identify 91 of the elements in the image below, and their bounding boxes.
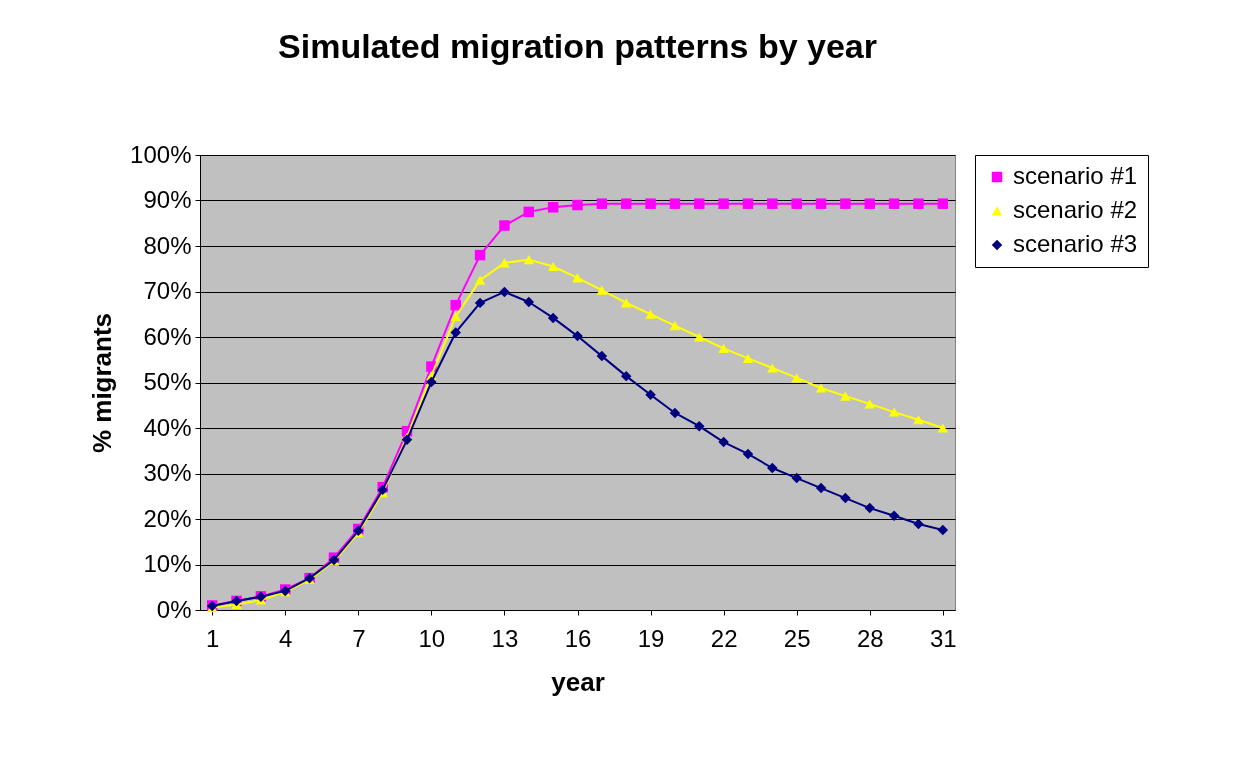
x-tick-label: 13: [491, 624, 519, 652]
point: [596, 198, 608, 209]
x-tick-label: 25: [783, 624, 811, 652]
point: [547, 261, 559, 272]
point: [864, 502, 875, 514]
point: [888, 407, 900, 417]
y-tick-label: 50%: [143, 368, 192, 395]
legend-label: scenario #1: [1013, 162, 1138, 189]
point: [450, 327, 461, 338]
point: [474, 297, 486, 309]
x-tick-label: 1: [206, 624, 220, 652]
x-tick-label: 7: [352, 624, 366, 652]
y-tick-label: 100%: [130, 140, 192, 168]
point: [523, 206, 535, 218]
point: [669, 321, 681, 331]
point: [742, 353, 754, 363]
point: [718, 436, 729, 448]
point: [523, 296, 535, 308]
point: [694, 420, 705, 432]
point: [499, 220, 510, 231]
point: [401, 434, 413, 446]
x-tick-label: 16: [564, 624, 592, 652]
y-tick-label: 60%: [143, 322, 192, 350]
point: [474, 249, 486, 261]
legend-label: scenario #2: [1013, 196, 1138, 223]
point: [645, 309, 656, 319]
point: [815, 482, 827, 494]
point: [767, 462, 778, 474]
x-tick-label: 4: [279, 624, 293, 652]
legend-label: scenario #3: [1013, 230, 1138, 257]
chart-title: Simulated migration patterns by year: [278, 27, 877, 65]
point: [474, 275, 486, 285]
y-axis-title: % migrants: [87, 312, 118, 454]
point: [645, 389, 656, 401]
point: [620, 370, 632, 382]
point: [937, 524, 949, 536]
point: [669, 198, 681, 209]
point: [913, 198, 924, 209]
point: [620, 298, 632, 308]
point: [913, 415, 924, 425]
point: [718, 343, 729, 353]
point: [499, 258, 510, 268]
point: [888, 198, 900, 209]
x-tick-label: 19: [637, 624, 665, 652]
point: [426, 376, 437, 388]
y-tick-label: 30%: [143, 459, 192, 486]
x-tick-label: 10: [418, 624, 446, 652]
x-axis-title: year: [551, 666, 605, 697]
point: [620, 198, 632, 209]
point: [450, 311, 461, 322]
point: [547, 202, 559, 213]
point: [596, 285, 608, 295]
x-tick-label: 22: [710, 624, 738, 652]
y-tick-label: 40%: [143, 413, 192, 441]
y-tick-label: 20%: [143, 504, 192, 532]
point: [937, 198, 949, 209]
point: [840, 391, 851, 401]
point: [791, 472, 802, 484]
point: [572, 330, 583, 342]
point: [864, 399, 875, 409]
x-tick-label: 28: [856, 624, 884, 652]
point: [815, 383, 827, 393]
point: [572, 199, 583, 211]
point: [645, 198, 656, 209]
point: [742, 198, 754, 209]
point: [913, 518, 924, 530]
y-tick-label: 10%: [143, 550, 192, 577]
point: [450, 299, 461, 311]
point: [888, 510, 900, 522]
point: [694, 198, 705, 209]
point: [840, 492, 851, 504]
y-tick-label: 80%: [143, 231, 192, 259]
point: [669, 407, 681, 419]
x-tick-label: 31: [929, 624, 957, 652]
point: [596, 350, 608, 362]
point: [791, 198, 802, 209]
y-tick-label: 90%: [143, 186, 192, 213]
point: [572, 273, 583, 283]
point: [815, 198, 827, 209]
point: [523, 255, 535, 265]
point: [937, 423, 949, 433]
point: [864, 198, 875, 209]
y-tick-label: 0%: [156, 595, 192, 623]
point: [499, 286, 510, 298]
point: [840, 198, 851, 209]
point: [547, 312, 559, 324]
point: [767, 198, 778, 209]
point: [718, 198, 729, 209]
point: [694, 332, 705, 342]
y-tick-label: 70%: [143, 277, 192, 304]
point: [742, 448, 754, 460]
